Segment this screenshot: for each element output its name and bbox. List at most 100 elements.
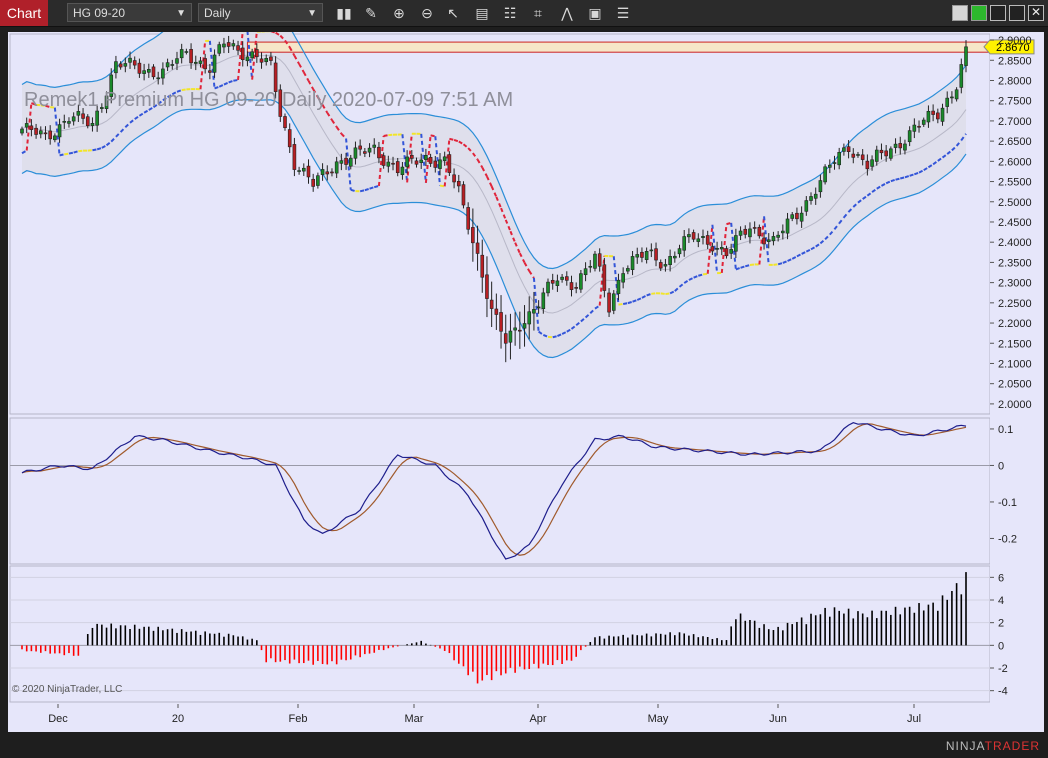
candle-body (766, 239, 771, 242)
trailing-stop-segment (871, 187, 878, 193)
chart-area[interactable]: 2.8670 Remek1 Premium HG 09-20 Daily 2020… (8, 32, 1044, 732)
candle-body (912, 124, 917, 132)
resistance-zone (246, 41, 991, 53)
candle-body (893, 143, 898, 148)
candle-body (593, 253, 597, 269)
bar-type-icon[interactable]: ▮▮ (336, 5, 352, 21)
candle-body (62, 121, 67, 123)
minimize-button[interactable] (990, 5, 1006, 21)
candle-body (358, 145, 362, 150)
chart-tab[interactable]: Chart (0, 0, 48, 26)
trailing-stop-segment (612, 256, 620, 305)
x-axis-label: May (648, 713, 669, 725)
price-axis-label: 2.8500 (998, 55, 1032, 67)
candle-body (964, 46, 968, 66)
trailing-stop-segment (810, 245, 817, 251)
status-button[interactable] (971, 5, 987, 21)
trailing-stop-segment (523, 262, 531, 272)
trailing-stop-segment (64, 152, 70, 156)
trailing-stop-segment (369, 186, 375, 190)
trailing-stop-segment (350, 188, 356, 193)
candle-body (240, 47, 245, 61)
candle-body (781, 230, 785, 234)
oscillator-panel (9, 417, 991, 565)
candle-body (316, 175, 320, 186)
trailing-stop-segment (758, 216, 766, 265)
data-box-icon[interactable]: ▤ (475, 5, 489, 21)
candle-body (734, 235, 738, 252)
candle-body (156, 77, 160, 80)
candle-body (870, 159, 874, 167)
candle-body (541, 292, 546, 310)
trailing-stop-segment (847, 206, 855, 213)
candle-body (621, 273, 625, 283)
trailing-stop-segment (68, 151, 74, 155)
trailing-stop-segment (467, 147, 474, 154)
trailing-stop-segment (899, 176, 906, 180)
candle-body (940, 107, 945, 122)
candle-body (513, 327, 517, 331)
candle-body (161, 68, 165, 79)
histogram-panel (9, 565, 991, 703)
candle-body (179, 49, 184, 59)
trailing-stop-segment (651, 292, 657, 295)
chart-canvas[interactable]: 2.8670 Remek1 Premium HG 09-20 Daily 2020… (8, 32, 1044, 732)
candle-body (128, 57, 132, 63)
upper-band-line (21, 32, 967, 270)
draw-icon[interactable]: ✎ (365, 5, 377, 21)
candle-body (447, 154, 452, 173)
candle-body (184, 51, 189, 53)
trailing-stop-segment (833, 222, 840, 230)
instrument-select[interactable]: HG 09-20 ▼ (67, 3, 192, 22)
lower-band-line (21, 99, 967, 359)
candle-body (536, 306, 541, 309)
trailing-stop-segment (951, 145, 958, 152)
candle-body (724, 248, 729, 257)
x-axis-label: Jul (907, 713, 921, 725)
trailing-stop-segment (176, 89, 183, 93)
candle-body (170, 64, 175, 66)
trailing-stop-segment (862, 194, 868, 200)
trailing-stop-segment (78, 149, 84, 153)
indicator-icon[interactable]: ⋀ (561, 5, 573, 21)
price-axis-label: 2.0000 (998, 399, 1032, 411)
trailing-stop-segment (660, 292, 666, 296)
candle-body (250, 51, 254, 59)
candle-body (348, 157, 353, 167)
candle-body (522, 323, 527, 329)
candle-body (635, 254, 640, 258)
pointer-icon[interactable]: ↖ (447, 5, 459, 21)
candle-body (48, 130, 52, 140)
trailing-stop-segment (852, 201, 859, 208)
x-axis-label: Apr (529, 713, 546, 725)
trailing-stop-segment (589, 307, 596, 314)
histogram-axis-label: -4 (998, 686, 1008, 698)
trailing-stop-segment (284, 39, 291, 48)
trailing-stop-segment (124, 122, 131, 128)
period-value: Daily (204, 6, 231, 20)
list-icon[interactable]: ☰ (616, 5, 630, 21)
period-select[interactable]: Daily ▼ (198, 3, 323, 22)
candle-body (602, 264, 607, 291)
maximize-button[interactable] (1009, 5, 1025, 21)
candle-body (104, 95, 109, 110)
chart-title: Remek1 Premium HG 09-20 Daily 2020-07-09… (24, 89, 513, 111)
trailing-stop-segment (424, 135, 432, 184)
link-button[interactable] (952, 5, 968, 21)
x-axis-label: Jun (769, 713, 787, 725)
candle-body (790, 214, 795, 219)
price-axis-label: 2.5000 (998, 197, 1032, 209)
zoom-in-icon[interactable]: ⊕ (393, 5, 405, 21)
candle-body (20, 128, 24, 134)
candle-body (400, 166, 405, 175)
close-button[interactable]: ✕ (1028, 5, 1044, 21)
zoom-out-icon[interactable]: ⊖ (421, 5, 433, 21)
candle-body (673, 255, 677, 259)
candle-body (386, 161, 391, 167)
trailing-stop-segment (726, 221, 732, 226)
template-icon[interactable]: ▣ (588, 5, 602, 21)
candle-body (165, 62, 170, 68)
trailing-stop-segment (678, 282, 685, 288)
strategy-icon[interactable]: ⌗ (534, 5, 542, 21)
properties-icon[interactable]: ☷ (503, 5, 517, 21)
